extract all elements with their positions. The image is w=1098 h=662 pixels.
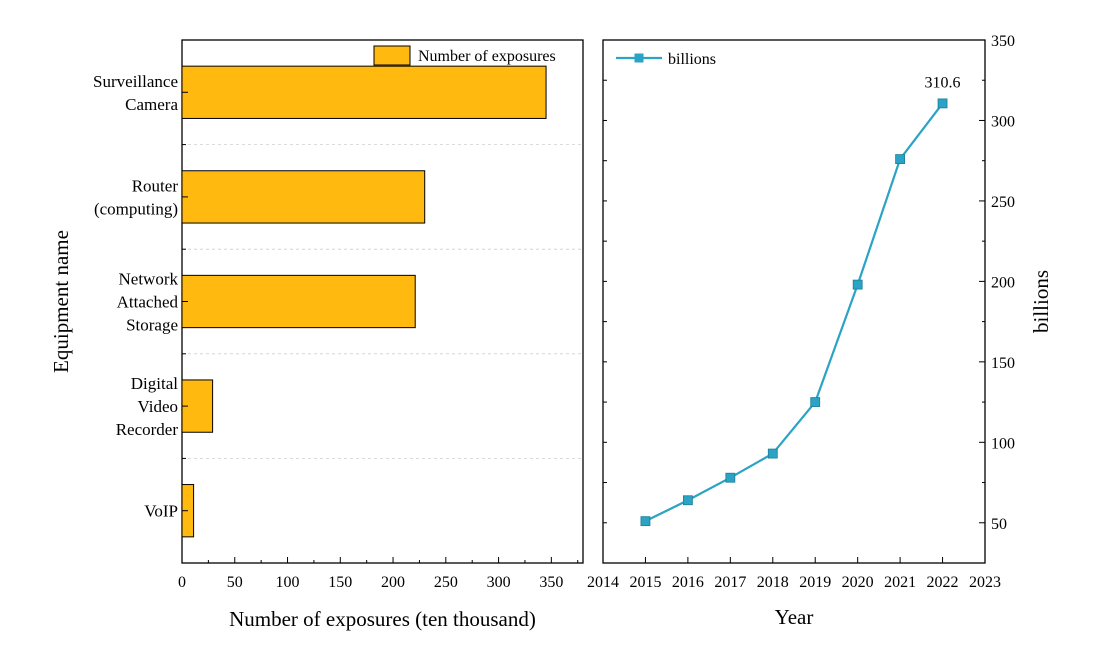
category-label: Network <box>119 270 179 289</box>
category-label: Recorder <box>116 420 179 439</box>
x-tick-label: 200 <box>381 574 405 591</box>
category-label: Digital <box>131 374 178 393</box>
x-tick-label: 2016 <box>672 574 704 591</box>
category-label: Surveillance <box>93 72 178 91</box>
legend-label: billions <box>668 51 716 68</box>
legend-label: Number of exposures <box>418 48 556 65</box>
x-tick-label: 2023 <box>969 574 1001 591</box>
category-label: Video <box>137 397 178 416</box>
x-tick-label: 2020 <box>842 574 874 591</box>
category-label: VoIP <box>144 502 178 521</box>
x-tick-label: 2017 <box>714 574 746 591</box>
legend: Number of exposures <box>373 45 556 66</box>
line-chart-billions: 2014 2015 2016 2017 2018 2019 2020 2021 2022 2023… <box>587 33 1053 629</box>
y-tick-label: 300 <box>991 113 1015 130</box>
x-tick-label: 2014 <box>587 574 619 591</box>
x-tick-label: 350 <box>539 574 563 591</box>
y-tick-label: 50 <box>991 516 1007 533</box>
x-tick-label: 2022 <box>927 574 959 591</box>
data-point <box>640 516 651 527</box>
y-axis-title: billions <box>1029 270 1053 333</box>
legend-marker <box>634 53 644 63</box>
category-label: Storage <box>126 316 178 335</box>
x-tick-label: 300 <box>487 574 511 591</box>
x-axis-title: Year <box>775 605 814 629</box>
x-tick-label: 0 <box>178 574 186 591</box>
legend: billions <box>616 51 716 68</box>
legend-swatch <box>373 45 411 66</box>
category-label: Camera <box>125 95 178 114</box>
data-point <box>852 279 863 290</box>
category-label: (computing) <box>94 199 178 218</box>
x-tick-label: 2021 <box>884 574 916 591</box>
data-point <box>937 98 948 109</box>
y-tick-label: 100 <box>991 435 1015 452</box>
x-tick-label: 150 <box>328 574 352 591</box>
x-tick-label: 2019 <box>799 574 831 591</box>
x-tick-label: 2015 <box>629 574 661 591</box>
x-tick-label: 50 <box>227 574 243 591</box>
category-label: Attached <box>117 293 179 312</box>
x-axis-title: Number of exposures (ten thousand) <box>229 607 536 631</box>
data-point <box>895 154 906 164</box>
data-label: 310.6 <box>925 74 961 91</box>
y-tick-label: 350 <box>991 33 1015 50</box>
bar-0 <box>181 65 547 119</box>
y-axis-title: Equipment name <box>49 230 73 373</box>
x-tick-label: 2018 <box>757 574 789 591</box>
data-point <box>682 495 693 506</box>
y-tick-label: 150 <box>991 355 1015 372</box>
bar-2 <box>181 274 416 329</box>
bar-1 <box>181 170 426 224</box>
data-point <box>767 448 778 459</box>
plot-frame <box>602 39 986 564</box>
category-label: Router <box>132 176 179 195</box>
bar-chart-exposures: Surveillance Camera Router (computing) Netwo… <box>49 39 584 631</box>
x-tick-label: 100 <box>276 574 300 591</box>
y-tick-label: 200 <box>991 274 1015 291</box>
x-tick-label: 250 <box>434 574 458 591</box>
series-line-billions <box>644 102 944 523</box>
data-point <box>810 397 821 407</box>
y-tick-label: 250 <box>991 194 1015 211</box>
data-point <box>725 472 736 483</box>
